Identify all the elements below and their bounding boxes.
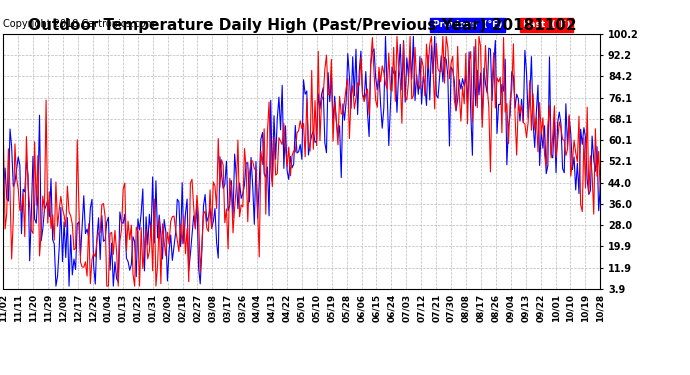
Text: Copyright 2018 Cartronics.com: Copyright 2018 Cartronics.com <box>3 19 155 28</box>
Text: Past  (°F): Past (°F) <box>523 20 570 29</box>
Title: Outdoor Temperature Daily High (Past/Previous Year) 20181102: Outdoor Temperature Daily High (Past/Pre… <box>28 18 576 33</box>
Text: Previous  (°F): Previous (°F) <box>433 20 502 29</box>
